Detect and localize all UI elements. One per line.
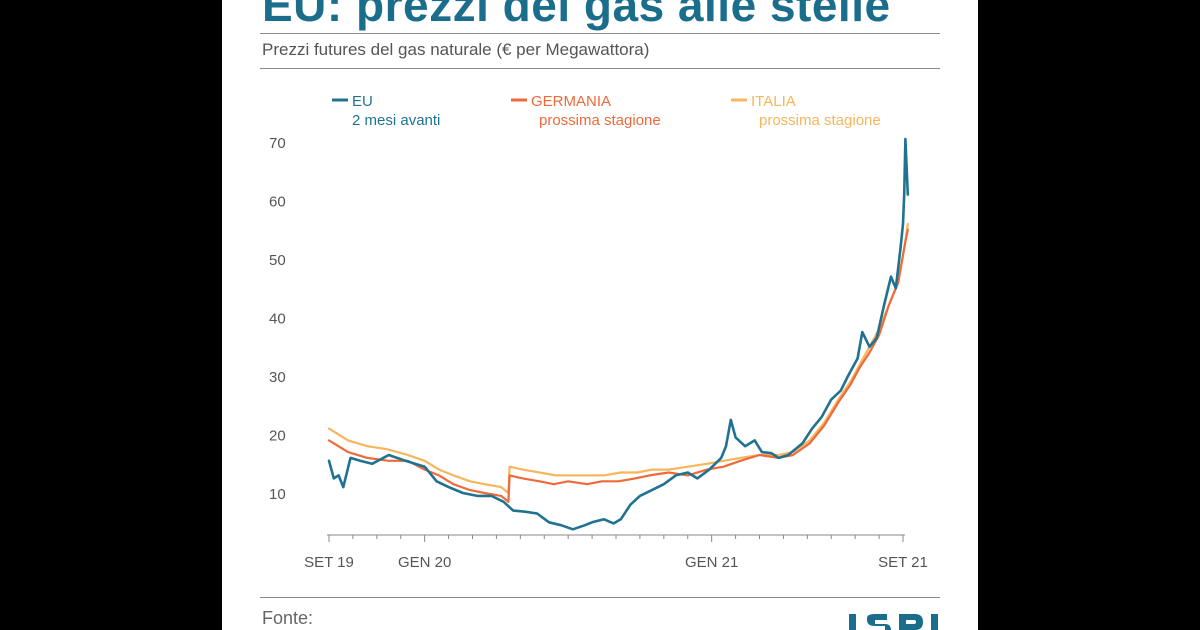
- source-label: Fonte:: [262, 608, 314, 628]
- series-line-eu: [327, 137, 910, 531]
- chart-subtitle: Prezzi futures del gas naturale (€ per M…: [262, 40, 650, 59]
- y-tick-label: 10: [269, 486, 286, 503]
- x-tick-label: SET 21: [878, 554, 928, 571]
- series-line-germania: [327, 228, 909, 503]
- y-tick-label: 40: [269, 311, 286, 328]
- infographic-card: EU: prezzi del gas alle stelle Prezzi fu…: [222, 0, 978, 630]
- y-tick-label: 60: [269, 194, 286, 211]
- ispi-logo: [849, 614, 938, 630]
- series-line-italia: [327, 222, 909, 495]
- chart-legend: EU 2 mesi avanti GERMANIA prossima stagione…: [332, 93, 881, 129]
- legend-label-eu: EU: [352, 93, 373, 110]
- y-tick-label: 20: [269, 428, 286, 445]
- chart-title: EU: prezzi del gas alle stelle: [262, 0, 891, 31]
- legend-label-germania: GERMANIA: [531, 93, 611, 110]
- x-axis: SET 19 GEN 20 GEN 21 SET 21: [304, 534, 928, 571]
- y-axis: 10 20 30 40 50 60 70: [269, 135, 286, 503]
- footer-divider: [260, 597, 940, 598]
- x-tick-label: GEN 20: [398, 554, 451, 571]
- series-lines: [327, 137, 910, 531]
- title-divider: [260, 33, 940, 34]
- x-tick-label: GEN 21: [685, 554, 738, 571]
- legend-sublabel-italia: prossima stagione: [759, 112, 881, 129]
- y-tick-label: 70: [269, 135, 286, 152]
- legend-label-italia: ITALIA: [751, 93, 796, 110]
- subtitle-divider: [260, 68, 940, 69]
- y-tick-label: 50: [269, 252, 286, 269]
- y-tick-label: 30: [269, 369, 286, 386]
- legend-sublabel-germania: prossima stagione: [539, 112, 661, 129]
- legend-sublabel-eu: 2 mesi avanti: [352, 112, 440, 129]
- x-tick-label: SET 19: [304, 554, 354, 571]
- line-chart: EU 2 mesi avanti GERMANIA prossima stagione…: [269, 93, 928, 571]
